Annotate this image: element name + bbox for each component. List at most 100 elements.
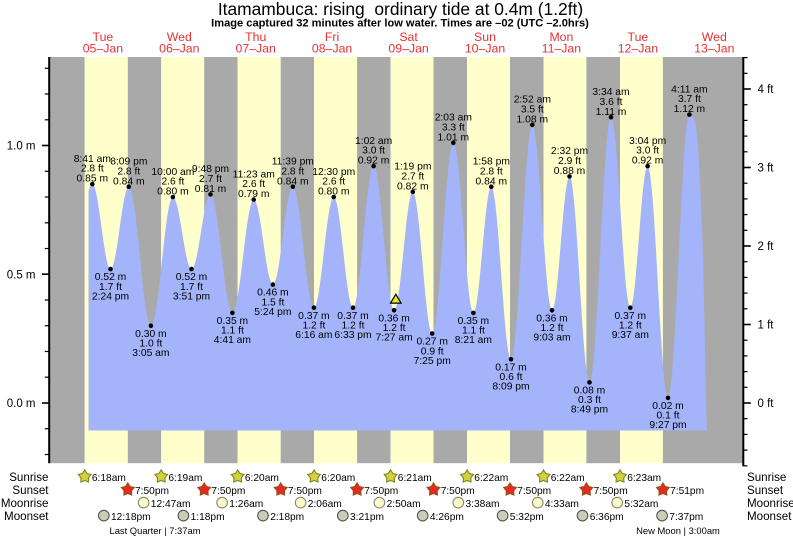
svg-text:Sunset: Sunset — [12, 484, 49, 497]
svg-text:06–Jan: 06–Jan — [159, 42, 200, 56]
svg-text:8:09 pm: 8:09 pm — [492, 382, 529, 393]
svg-text:Moonset: Moonset — [4, 510, 49, 523]
svg-text:1:19 pm: 1:19 pm — [394, 162, 431, 173]
svg-text:12:18pm: 12:18pm — [111, 512, 151, 523]
svg-text:0.52 m: 0.52 m — [176, 272, 207, 283]
svg-text:6:36pm: 6:36pm — [590, 512, 624, 523]
svg-text:7:50pm: 7:50pm — [288, 486, 322, 497]
svg-text:1.12 m: 1.12 m — [674, 104, 705, 115]
svg-text:3.5 ft: 3.5 ft — [521, 105, 544, 116]
svg-text:10:00 am: 10:00 am — [151, 167, 194, 178]
svg-text:1:02 am: 1:02 am — [355, 136, 392, 147]
svg-text:3.0 ft: 3.0 ft — [636, 146, 659, 157]
svg-text:5:32am: 5:32am — [624, 499, 658, 510]
svg-text:0.80 m: 0.80 m — [318, 187, 349, 198]
svg-text:0.84 m: 0.84 m — [476, 176, 507, 187]
svg-text:1.01 m: 1.01 m — [438, 133, 469, 144]
svg-text:0.52 m: 0.52 m — [95, 272, 126, 283]
svg-text:0.35 m: 0.35 m — [217, 316, 248, 327]
svg-text:6:21am: 6:21am — [398, 473, 432, 484]
svg-text:Image captured 32 minutes afte: Image captured 32 minutes after low wate… — [211, 18, 589, 30]
svg-text:1.5 ft: 1.5 ft — [261, 297, 284, 308]
svg-text:3.6 ft: 3.6 ft — [600, 97, 623, 108]
svg-text:0.0 m: 0.0 m — [7, 398, 36, 410]
svg-text:13–Jan: 13–Jan — [694, 42, 735, 56]
svg-text:0.82 m: 0.82 m — [397, 182, 428, 193]
svg-text:1 ft: 1 ft — [758, 320, 775, 332]
svg-text:3.0 ft: 3.0 ft — [362, 146, 385, 157]
svg-text:2:50am: 2:50am — [387, 499, 421, 510]
svg-text:6:20am: 6:20am — [245, 473, 279, 484]
svg-text:4:26pm: 4:26pm — [430, 512, 464, 523]
svg-text:11–Jan: 11–Jan — [542, 42, 582, 56]
svg-text:09–Jan: 09–Jan — [388, 42, 429, 56]
svg-text:7:27 am: 7:27 am — [375, 333, 412, 344]
svg-text:2.6 ft: 2.6 ft — [161, 177, 184, 188]
svg-text:Moonrise: Moonrise — [747, 497, 793, 510]
svg-text:0.80 m: 0.80 m — [157, 187, 188, 198]
svg-text:0.30 m: 0.30 m — [135, 329, 166, 340]
svg-text:1:58 pm: 1:58 pm — [473, 157, 510, 168]
svg-text:1.7 ft: 1.7 ft — [99, 282, 122, 293]
svg-text:0.6 ft: 0.6 ft — [500, 372, 523, 383]
svg-text:3 ft: 3 ft — [758, 163, 775, 175]
svg-text:1.1 ft: 1.1 ft — [221, 326, 244, 337]
svg-text:9:27 pm: 9:27 pm — [649, 420, 686, 431]
svg-text:2:52 am: 2:52 am — [514, 95, 551, 106]
svg-text:0.9 ft: 0.9 ft — [421, 346, 444, 357]
svg-text:4:11 am: 4:11 am — [671, 84, 707, 95]
svg-text:0.84 m: 0.84 m — [113, 176, 144, 187]
svg-text:Moonset: Moonset — [747, 510, 792, 523]
svg-text:2:03 am: 2:03 am — [435, 113, 472, 124]
svg-text:Sunrise: Sunrise — [747, 471, 786, 484]
svg-text:0 ft: 0 ft — [758, 398, 775, 410]
svg-text:Sunset: Sunset — [747, 484, 784, 497]
svg-text:Mon: Mon — [549, 30, 573, 44]
svg-text:1.2 ft: 1.2 ft — [302, 321, 325, 332]
svg-text:6:16 am: 6:16 am — [295, 330, 332, 341]
svg-text:8:49 pm: 8:49 pm — [571, 405, 608, 416]
svg-text:1:26am: 1:26am — [229, 499, 263, 510]
svg-text:9:48 pm: 9:48 pm — [192, 164, 229, 175]
svg-text:7:50pm: 7:50pm — [441, 486, 475, 497]
svg-text:0.37 m: 0.37 m — [337, 311, 368, 322]
svg-text:7:37pm: 7:37pm — [669, 512, 703, 523]
svg-text:6:22am: 6:22am — [474, 473, 508, 484]
svg-text:8:41 am: 8:41 am — [74, 154, 111, 165]
svg-text:3.7 ft: 3.7 ft — [678, 94, 701, 105]
svg-text:1.2 ft: 1.2 ft — [541, 323, 564, 334]
svg-text:2:24 pm: 2:24 pm — [92, 291, 129, 302]
svg-text:08–Jan: 08–Jan — [312, 42, 353, 56]
svg-text:Thu: Thu — [245, 30, 266, 44]
svg-text:2 ft: 2 ft — [758, 241, 775, 253]
svg-text:1.2 ft: 1.2 ft — [619, 321, 642, 332]
svg-text:Sun: Sun — [474, 30, 496, 44]
svg-text:0.36 m: 0.36 m — [378, 313, 409, 324]
svg-text:9:37 am: 9:37 am — [612, 330, 649, 341]
svg-text:12:30 pm: 12:30 pm — [312, 167, 355, 178]
svg-text:0.08 m: 0.08 m — [574, 386, 605, 397]
svg-text:2.6 ft: 2.6 ft — [322, 177, 345, 188]
svg-text:1.2 ft: 1.2 ft — [342, 321, 365, 332]
svg-text:7:50pm: 7:50pm — [364, 486, 398, 497]
svg-text:7:50pm: 7:50pm — [135, 486, 169, 497]
svg-text:2.8 ft: 2.8 ft — [480, 166, 503, 177]
svg-text:0.27 m: 0.27 m — [416, 337, 447, 348]
svg-text:0.37 m: 0.37 m — [615, 311, 646, 322]
svg-text:7:50pm: 7:50pm — [211, 486, 245, 497]
svg-text:12–Jan: 12–Jan — [618, 42, 659, 56]
svg-text:1:18pm: 1:18pm — [191, 512, 225, 523]
svg-text:1.11 m: 1.11 m — [596, 107, 627, 118]
svg-text:6:22am: 6:22am — [551, 473, 585, 484]
svg-text:New Moon | 3:00am: New Moon | 3:00am — [636, 525, 720, 536]
svg-text:0.35 m: 0.35 m — [458, 316, 489, 327]
svg-text:2.9 ft: 2.9 ft — [558, 156, 581, 167]
svg-text:0.36 m: 0.36 m — [536, 313, 567, 324]
svg-text:0.5 m: 0.5 m — [7, 269, 36, 281]
svg-text:Last Quarter | 7:37am: Last Quarter | 7:37am — [109, 525, 200, 536]
svg-text:Wed: Wed — [167, 30, 192, 44]
svg-text:6:33 pm: 6:33 pm — [334, 330, 371, 341]
svg-text:2.6 ft: 2.6 ft — [242, 179, 265, 190]
svg-text:2:32 pm: 2:32 pm — [551, 146, 588, 157]
svg-text:1.7 ft: 1.7 ft — [180, 282, 203, 293]
